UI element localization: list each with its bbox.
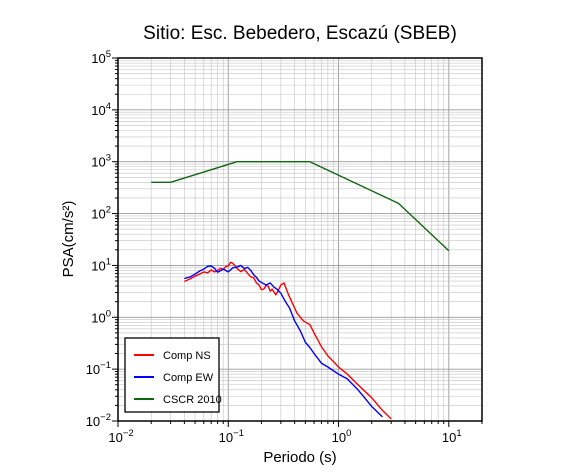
x-tick-label: 10−1 [219, 428, 244, 445]
y-tick-label: 100 [91, 308, 111, 325]
y-tick-label: 104 [91, 101, 111, 118]
y-axis-label: PSA(cm/s²) [60, 201, 77, 278]
tick-marks [112, 57, 483, 427]
y-tick-label: 103 [91, 153, 111, 170]
chart-title: Sitio: Esc. Bebedero, Escazú (SBEB) [143, 23, 457, 44]
data-series [151, 161, 450, 420]
y-tick-label: 102 [91, 205, 111, 222]
legend-label: Comp EW [163, 372, 214, 384]
x-tick-label: 100 [332, 428, 352, 445]
x-axis-label: Periodo (s) [263, 449, 336, 466]
series-line-comp-ew [184, 264, 383, 418]
legend-label: Comp NS [163, 350, 211, 362]
x-tick-label: 10−2 [108, 428, 133, 445]
x-tick-label: 101 [442, 428, 462, 445]
series-line-comp-ns [184, 261, 392, 420]
y-tick-label: 10−1 [86, 360, 111, 377]
plot-frame [117, 57, 483, 422]
series-line-cscr-2010 [151, 161, 450, 252]
y-tick-labels: 10−2 10−1 100 101 102 103 104 105 [86, 49, 111, 429]
legend: Comp NS Comp EW CSCR 2010 [124, 337, 222, 413]
x-tick-labels: 10−2 10−1 100 101 [108, 428, 461, 445]
legend-label: CSCR 2010 [163, 394, 222, 406]
y-tick-label: 10−2 [86, 412, 111, 429]
y-tick-label: 101 [91, 256, 111, 273]
y-tick-label: 105 [91, 49, 111, 66]
